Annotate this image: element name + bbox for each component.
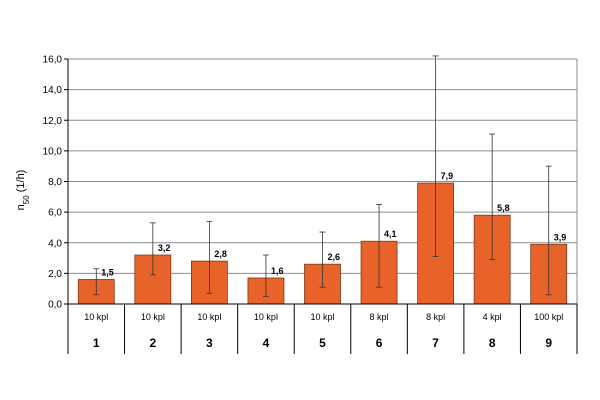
- category-label: 2: [149, 336, 156, 350]
- category-label: 9: [545, 336, 552, 350]
- count-label: 8 kpl: [426, 312, 445, 322]
- count-label: 100 kpl: [534, 312, 563, 322]
- category-table: 10 kpl 1 10 kpl 2 10 kpl 3 10 kpl 4 10 kpl 5 8 kpl…: [67, 303, 578, 354]
- category-label: 5: [319, 336, 326, 350]
- count-label: 10 kpl: [84, 312, 108, 322]
- data-label: 3,9: [554, 232, 567, 242]
- category-label: 7: [432, 336, 439, 350]
- y-tick-label: 4,0: [48, 238, 62, 249]
- count-label: 4 kpl: [483, 312, 502, 322]
- category-label: 6: [376, 336, 383, 350]
- count-label: 10 kpl: [254, 312, 278, 322]
- y-axis-label-sub: 50: [22, 195, 31, 204]
- category-label: 3: [206, 336, 213, 350]
- count-label: 8 kpl: [370, 312, 389, 322]
- data-labels: 1,5 3,2 2,8 1,6 2,6 4,1 7,9 5,8 3,9: [101, 171, 566, 277]
- category-label: 8: [489, 336, 496, 350]
- category-label: 1: [93, 336, 100, 350]
- y-tick-label: 8,0: [48, 177, 62, 188]
- data-label: 1,6: [271, 266, 284, 276]
- y-tick-label: 0,0: [48, 300, 62, 311]
- data-label: 2,8: [214, 249, 227, 259]
- data-label: 2,6: [328, 252, 341, 262]
- y-axis-label-main: n: [15, 204, 27, 210]
- y-tick-labels: 0,0 2,0 4,0 6,0 8,0 10,0 12,0 14,0 16,0: [43, 55, 68, 311]
- y-tick-label: 6,0: [48, 208, 62, 219]
- data-label: 5,8: [497, 203, 510, 213]
- y-tick-label: 16,0: [43, 55, 63, 66]
- category-label: 4: [263, 336, 270, 350]
- data-label: 7,9: [441, 171, 454, 181]
- count-label: 10 kpl: [197, 312, 221, 322]
- y-tick-label: 12,0: [43, 116, 63, 127]
- y-tick-label: 2,0: [48, 269, 62, 280]
- data-label: 4,1: [384, 229, 397, 239]
- count-label: 10 kpl: [141, 312, 165, 322]
- y-tick-label: 10,0: [43, 146, 63, 157]
- y-tick-label: 14,0: [43, 85, 63, 96]
- count-label: 10 kpl: [310, 312, 334, 322]
- data-label: 1,5: [101, 268, 114, 278]
- data-label: 3,2: [158, 243, 171, 253]
- y-axis-label-unit: (1/h): [15, 170, 27, 196]
- error-bars: [93, 55, 552, 297]
- y-axis-label: n50 (1/h): [15, 170, 31, 211]
